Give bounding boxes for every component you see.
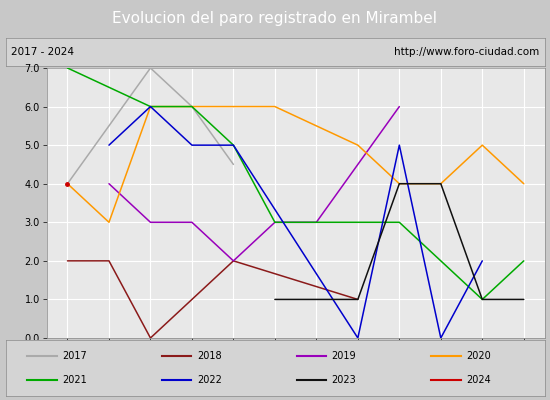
Text: 2020: 2020 [466,351,491,361]
Text: 2021: 2021 [62,375,87,385]
Text: 2019: 2019 [332,351,356,361]
Text: 2017 - 2024: 2017 - 2024 [11,47,74,57]
Text: 2023: 2023 [332,375,356,385]
Text: Evolucion del paro registrado en Mirambel: Evolucion del paro registrado en Mirambe… [113,10,437,26]
Text: 2018: 2018 [197,351,222,361]
Text: 2022: 2022 [197,375,222,385]
Text: 2017: 2017 [62,351,87,361]
Text: http://www.foro-ciudad.com: http://www.foro-ciudad.com [394,47,539,57]
Text: 2024: 2024 [466,375,491,385]
